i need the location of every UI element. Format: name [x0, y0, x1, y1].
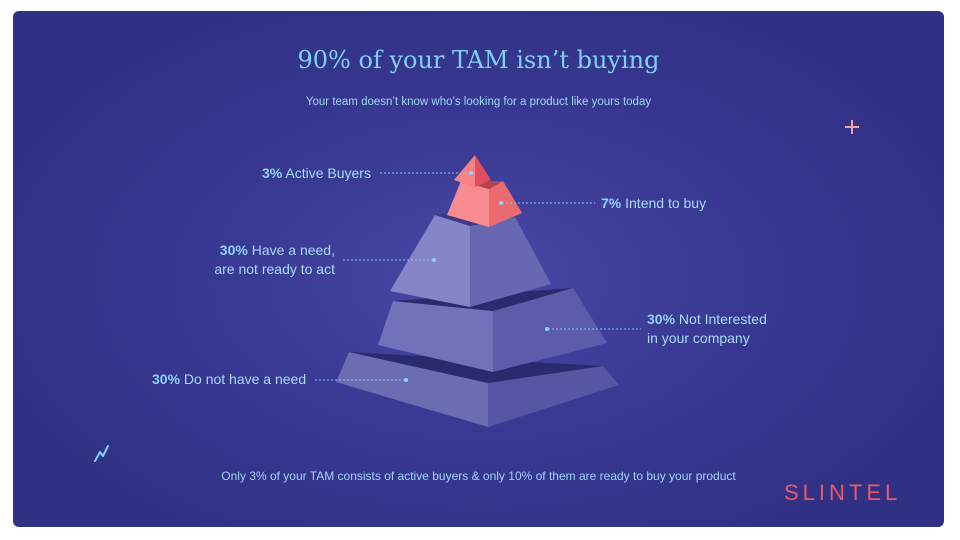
label-not-interested-line2: in your company: [647, 330, 750, 346]
label-intend-to-buy: 7% Intend to buy: [601, 194, 706, 213]
leader-dot-intend: [499, 201, 503, 205]
label-not-interested-text1: Not Interested: [678, 311, 767, 327]
label-not-interested-pct: 30%: [647, 311, 676, 327]
label-not-interested: 30% Not Interested in your company: [647, 310, 767, 348]
label-no-need-pct: 30%: [152, 371, 181, 387]
pyramid-tier-intend: [447, 181, 522, 227]
pyramid-tier-not-interested: [378, 288, 607, 372]
label-active-text: Active Buyers: [285, 165, 371, 181]
tam-pyramid-diagram: [315, 155, 641, 427]
label-need-pct: 30%: [219, 242, 248, 258]
leader-dot-no-need: [404, 378, 408, 382]
plus-icon: [845, 120, 859, 134]
label-active-buyers: 3% Active Buyers: [262, 164, 371, 183]
label-active-pct: 3%: [262, 165, 283, 181]
label-need-text1: Have a need,: [251, 242, 335, 258]
slide-card: 90% of your TAM isn’t buying Your team d…: [13, 11, 944, 527]
label-no-need-text: Do not have a need: [183, 371, 307, 387]
leader-dot-not-interested: [545, 327, 549, 331]
leader-dot-need-not-ready: [432, 258, 436, 262]
leader-dot-active: [469, 171, 473, 175]
label-intend-pct: 7%: [601, 195, 622, 211]
slide-subtitle: Your team doesn’t know who’s looking for…: [305, 96, 652, 108]
label-need-line2: are not ready to act: [214, 261, 335, 277]
label-no-need: 30% Do not have a need: [152, 370, 306, 389]
squiggle-icon: [94, 445, 109, 462]
label-intend-text: Intend to buy: [625, 195, 707, 211]
pyramid-tier-active: [454, 155, 491, 187]
brand-logo: SLINTEL: [784, 480, 902, 505]
label-not-interested-line1: 30% Not Interested: [647, 310, 767, 329]
label-have-need-not-ready: 30% Have a need, are not ready to act: [203, 241, 335, 279]
leader-lines: [315, 171, 641, 382]
slide-title: 90% of your TAM isn’t buying: [297, 46, 660, 74]
label-need-line1: 30% Have a need,: [203, 241, 335, 260]
footnote: Only 3% of your TAM consists of active b…: [221, 469, 736, 483]
